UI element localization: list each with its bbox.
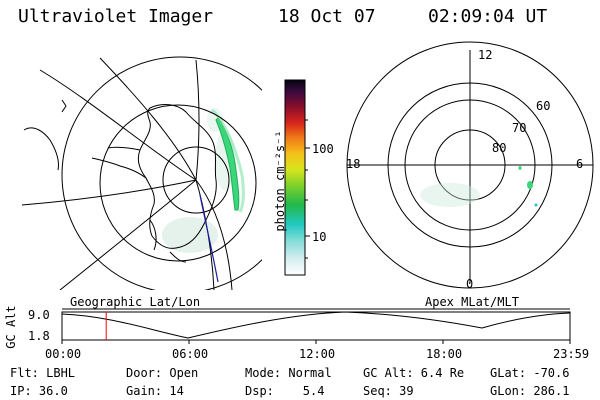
observation-date: 18 Oct 07 <box>278 6 376 27</box>
orbit-track <box>199 194 219 283</box>
timeline-xtick: 12:00 <box>299 347 336 361</box>
aurora-band <box>215 117 240 211</box>
mode-info: Mode: Normal <box>245 366 332 380</box>
globe-outline <box>61 56 262 290</box>
timeline-xtick: 23:59 <box>553 347 590 361</box>
aurora-fringe <box>210 108 245 213</box>
geographic-map <box>22 56 262 290</box>
polar-dial <box>346 41 594 289</box>
timeline-ylabel: GC Alt <box>4 305 18 349</box>
mlat-label-60: 60 <box>536 99 551 113</box>
latitude-ring-75 <box>162 146 230 214</box>
color-scale-bar <box>284 79 310 276</box>
colorbar-unit-label: photon cm⁻²s⁻¹ <box>273 130 287 232</box>
timeline-xtick: 18:00 <box>426 347 463 361</box>
mlt-label-0: 0 <box>466 277 474 291</box>
altitude-curve <box>61 311 571 339</box>
colorbar-tick-100: 100 <box>312 142 334 156</box>
mlt-label-12: 12 <box>478 48 493 62</box>
door-info: Door: Open <box>126 366 199 380</box>
mlt-label-18: 18 <box>346 157 361 171</box>
island-coastline <box>149 219 187 263</box>
glon-info: GLon: 286.1 <box>490 384 570 398</box>
latitude-ring-60 <box>99 104 257 262</box>
meridians <box>22 57 233 290</box>
timeline-xtick: 06:00 <box>172 347 209 361</box>
timeline-right-caption: Apex MLat/MLT <box>425 295 519 309</box>
peninsula-coastline <box>91 146 147 179</box>
colorbar-tick-10: 10 <box>312 230 327 244</box>
south-america-coastline <box>23 99 67 171</box>
gc-alt-info: GC Alt: 6.4 Re <box>363 366 465 380</box>
timeline-ytick-max: 9.0 <box>28 308 50 322</box>
polar-aurora-spots <box>420 166 538 207</box>
dsp-info: Dsp: 5.4 <box>245 384 325 398</box>
timeline-left-caption: Geographic Lat/Lon <box>70 295 201 309</box>
gain-info: Gain: 14 <box>126 384 184 398</box>
altitude-timeline <box>61 308 571 344</box>
observation-time: 02:09:04 UT <box>428 6 548 27</box>
app-title: Ultraviolet Imager <box>18 6 214 27</box>
timeline-xtick: 00:00 <box>45 347 82 361</box>
seq-info: Seq: 39 <box>363 384 414 398</box>
glat-info: GLat: -70.6 <box>490 366 570 380</box>
ip-info: IP: 36.0 <box>10 384 68 398</box>
filter-info: Flt: LBHL <box>10 366 76 380</box>
antarctica-coastline <box>137 104 217 249</box>
mlat-label-70: 70 <box>512 121 527 135</box>
mlat-label-80: 80 <box>492 141 507 155</box>
timeline-ytick-min: 1.8 <box>28 329 50 343</box>
mlt-label-6: 6 <box>576 157 584 171</box>
